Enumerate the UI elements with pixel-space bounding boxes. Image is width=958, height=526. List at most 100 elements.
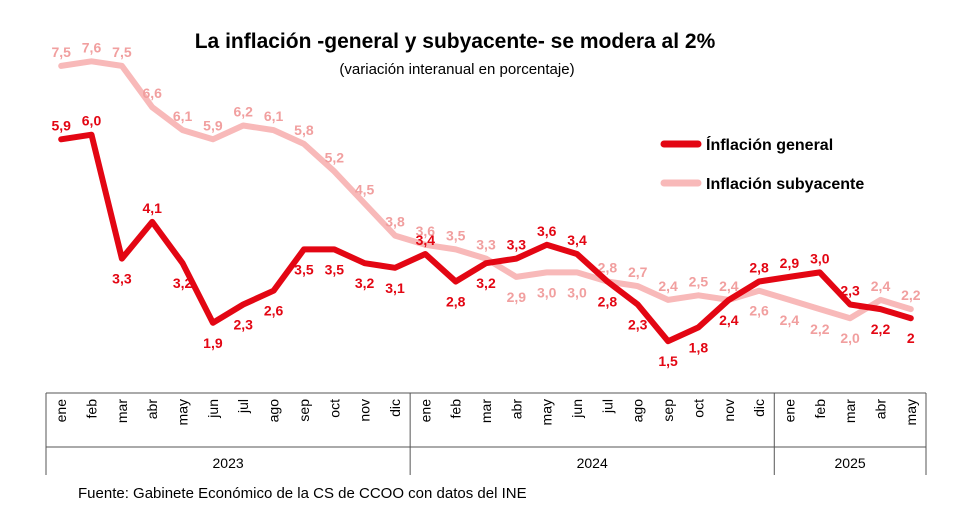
data-label-subyacente: 6,1 bbox=[264, 108, 284, 124]
source-note: Fuente: Gabinete Económico de la CS de C… bbox=[78, 485, 527, 502]
data-label-subyacente: 6,6 bbox=[142, 85, 162, 101]
month-tick-label: ago bbox=[630, 399, 646, 423]
data-label-subyacente: 6,1 bbox=[173, 108, 193, 124]
month-tick-label: jul bbox=[235, 399, 251, 414]
month-tick-label: may bbox=[539, 399, 555, 425]
x-axis: ene feb mar abr may jun jul ago sep oct nov dic ene f… bbox=[45, 392, 927, 475]
series-layer: 7,5 7,6 7,56,66,15,96,2 6,15,85,24,53,83,6 3… bbox=[51, 39, 920, 369]
data-label-subyacente: 2,8 bbox=[598, 260, 618, 276]
month-tick-label: feb bbox=[448, 399, 464, 419]
data-label-general: 2,3 bbox=[628, 317, 648, 333]
data-label-subyacente: 3,0 bbox=[537, 284, 557, 300]
data-label-subyacente: 7,5 bbox=[51, 44, 71, 60]
data-label-general: 2,6 bbox=[264, 303, 284, 319]
month-tick-label: feb bbox=[84, 399, 100, 419]
data-label-subyacente: 2,0 bbox=[840, 330, 860, 346]
series-line-subyacente bbox=[58, 58, 914, 322]
series-line-general bbox=[58, 131, 914, 345]
month-tick-label: oct bbox=[690, 399, 706, 418]
data-label-general: 3,2 bbox=[355, 275, 375, 291]
data-label-general: 2,2 bbox=[871, 321, 891, 337]
month-tick-label: ene bbox=[781, 399, 797, 423]
month-tick-label: jun bbox=[205, 399, 221, 419]
data-label-general: 3,0 bbox=[810, 250, 830, 266]
data-label-general: 3,4 bbox=[416, 232, 436, 248]
data-label-subyacente: 3,5 bbox=[446, 227, 466, 243]
data-label-subyacente: 2,4 bbox=[658, 278, 678, 294]
data-label-general: 3,3 bbox=[112, 271, 132, 287]
data-label-subyacente: 7,6 bbox=[82, 39, 102, 55]
data-label-general: 3,3 bbox=[507, 237, 527, 253]
chart-subtitle: (variación interanual en porcentaje) bbox=[339, 61, 574, 78]
data-label-subyacente: 3,6 bbox=[416, 223, 436, 239]
month-tick-label: mar bbox=[114, 399, 130, 423]
month-tick-label: nov bbox=[721, 399, 737, 422]
data-label-subyacente: 2,2 bbox=[810, 321, 830, 337]
data-label-general: 2,8 bbox=[749, 260, 769, 276]
year-label: 2024 bbox=[577, 455, 608, 471]
data-label-general: 6,0 bbox=[82, 113, 102, 129]
data-label-general: 3,1 bbox=[385, 280, 405, 296]
data-label-subyacente: 2,9 bbox=[507, 289, 527, 305]
data-label-general: 3,5 bbox=[294, 261, 314, 277]
data-label-general: 5,9 bbox=[51, 117, 71, 133]
legend-label-subyacente: Inflación subyacente bbox=[706, 176, 864, 193]
month-tick-label: ene bbox=[53, 399, 69, 423]
data-label-general: 3,5 bbox=[325, 261, 345, 277]
data-label-general: 2 bbox=[907, 330, 915, 346]
month-tick-label: ago bbox=[266, 399, 282, 423]
data-label-subyacente: 5,9 bbox=[203, 117, 223, 133]
data-label-general: 2,8 bbox=[598, 294, 618, 310]
month-tick-label: abr bbox=[144, 399, 160, 420]
data-label-subyacente: 2,4 bbox=[719, 278, 739, 294]
data-label-subyacente: 5,8 bbox=[294, 122, 314, 138]
data-label-general: 4,1 bbox=[142, 200, 162, 216]
data-label-subyacente: 3,8 bbox=[385, 214, 405, 230]
data-label-general: 3,6 bbox=[537, 223, 557, 239]
data-label-general: 2,8 bbox=[446, 294, 466, 310]
month-tick-label: abr bbox=[872, 399, 888, 420]
data-label-general: 2,4 bbox=[719, 312, 739, 328]
data-label-general: 2,3 bbox=[233, 317, 253, 333]
data-label-general: 2,3 bbox=[840, 283, 860, 299]
month-tick-label: abr bbox=[508, 399, 524, 420]
month-tick-label: mar bbox=[478, 399, 494, 423]
data-label-general: 2,9 bbox=[780, 255, 800, 271]
legend: Ínflación general Inflación subyacente bbox=[660, 135, 864, 193]
data-label-subyacente: 2,6 bbox=[749, 303, 769, 319]
month-tick-label: oct bbox=[326, 399, 342, 418]
month-tick-label: dic bbox=[751, 399, 767, 417]
month-tick-label: nov bbox=[357, 399, 373, 422]
legend-label-general: Ínflación general bbox=[706, 135, 833, 154]
data-label-subyacente: 2,4 bbox=[871, 278, 891, 294]
data-label-general: 3,4 bbox=[567, 232, 587, 248]
month-tick-label: jun bbox=[569, 399, 585, 419]
data-label-subyacente: 3,0 bbox=[567, 284, 587, 300]
year-label: 2025 bbox=[835, 455, 866, 471]
data-label-subyacente: 7,5 bbox=[112, 44, 132, 60]
month-tick-label: sep bbox=[296, 399, 312, 422]
data-label-general: 1,9 bbox=[203, 335, 223, 351]
data-label-subyacente: 2,4 bbox=[780, 312, 800, 328]
series-general: 5,9 6,0 3,3 4,1 3,2 1,9 2,3 2,6 3,5 3,5 3,2 3,1 3,4 2… bbox=[51, 113, 914, 370]
month-tick-label: may bbox=[903, 399, 919, 425]
month-tick-label: may bbox=[175, 399, 191, 425]
month-tick-label: mar bbox=[842, 399, 858, 423]
data-label-subyacente: 4,5 bbox=[355, 182, 375, 198]
data-label-subyacente: 2,5 bbox=[689, 273, 709, 289]
data-label-subyacente: 3,3 bbox=[476, 237, 496, 253]
month-tick-label: dic bbox=[387, 399, 403, 417]
data-label-general: 3,2 bbox=[476, 275, 496, 291]
data-label-subyacente: 2,2 bbox=[901, 287, 921, 303]
year-label: 2023 bbox=[213, 455, 244, 471]
data-label-general: 1,5 bbox=[658, 353, 678, 369]
data-label-subyacente: 2,7 bbox=[628, 264, 648, 280]
legend-item-subyacente: Inflación subyacente bbox=[660, 176, 864, 193]
data-label-subyacente: 6,2 bbox=[233, 104, 253, 120]
data-label-general: 3,2 bbox=[173, 275, 193, 291]
data-label-subyacente: 5,2 bbox=[325, 149, 345, 165]
series-subyacente: 7,5 7,6 7,56,66,15,96,2 6,15,85,24,53,83,6 3… bbox=[51, 39, 920, 346]
data-label-general: 1,8 bbox=[689, 339, 709, 355]
month-tick-label: sep bbox=[660, 399, 676, 422]
